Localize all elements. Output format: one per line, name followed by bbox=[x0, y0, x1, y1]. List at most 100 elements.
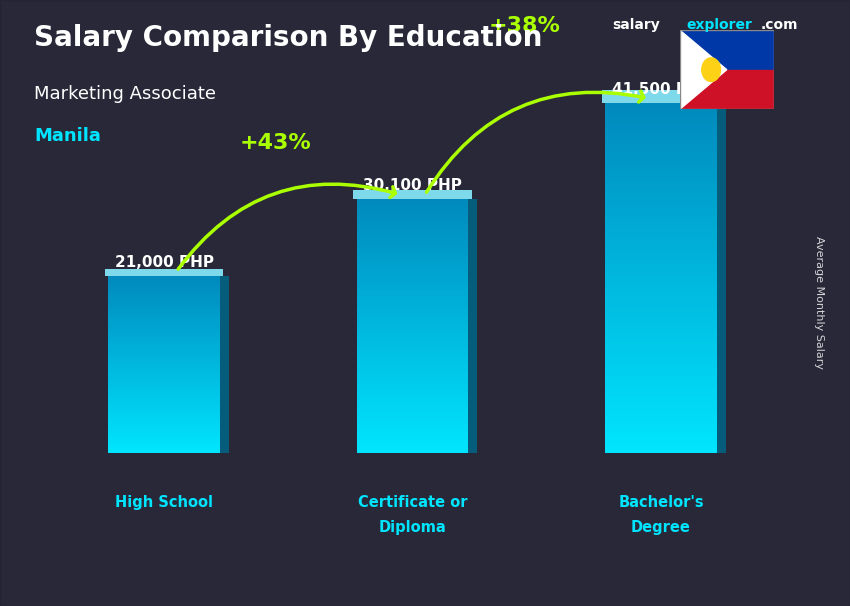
Bar bbox=[605, 113, 717, 117]
Bar bbox=[357, 301, 468, 304]
Bar bbox=[605, 166, 717, 170]
Bar bbox=[108, 426, 220, 428]
Bar bbox=[108, 444, 220, 445]
Bar bbox=[357, 379, 468, 381]
Bar bbox=[357, 217, 468, 219]
Bar bbox=[357, 294, 468, 296]
Bar bbox=[108, 315, 220, 317]
Bar bbox=[605, 414, 717, 418]
Bar bbox=[357, 222, 468, 224]
Bar bbox=[108, 370, 220, 372]
Bar bbox=[357, 335, 468, 338]
Bar bbox=[108, 319, 220, 321]
Bar bbox=[605, 131, 717, 135]
Bar bbox=[605, 195, 717, 198]
Bar bbox=[357, 432, 468, 435]
Bar bbox=[357, 391, 468, 394]
Bar bbox=[605, 184, 717, 187]
Bar bbox=[108, 428, 220, 430]
Bar bbox=[357, 284, 468, 286]
Bar bbox=[357, 204, 468, 207]
Bar bbox=[108, 310, 220, 311]
Bar bbox=[357, 288, 468, 291]
Bar bbox=[108, 411, 220, 413]
Bar bbox=[357, 286, 468, 288]
Bar bbox=[602, 90, 720, 102]
Text: +38%: +38% bbox=[489, 16, 560, 36]
Bar bbox=[357, 368, 468, 371]
Bar bbox=[357, 281, 468, 284]
Bar bbox=[108, 408, 220, 410]
Bar bbox=[357, 361, 468, 363]
Bar bbox=[357, 384, 468, 386]
Bar bbox=[605, 407, 717, 410]
Bar bbox=[605, 142, 717, 145]
Bar bbox=[108, 347, 220, 349]
Bar bbox=[357, 381, 468, 384]
Bar bbox=[605, 446, 717, 449]
Bar bbox=[108, 335, 220, 336]
Bar bbox=[357, 304, 468, 307]
Bar bbox=[108, 329, 220, 331]
Bar bbox=[220, 276, 229, 453]
Bar bbox=[357, 240, 468, 242]
Bar bbox=[108, 362, 220, 364]
Bar bbox=[108, 368, 220, 370]
Bar bbox=[357, 317, 468, 319]
Bar bbox=[605, 442, 717, 446]
Bar bbox=[357, 427, 468, 430]
Bar bbox=[605, 449, 717, 453]
Bar bbox=[108, 283, 220, 285]
Bar bbox=[357, 386, 468, 388]
Bar bbox=[108, 403, 220, 405]
Bar bbox=[108, 399, 220, 401]
Bar bbox=[108, 291, 220, 293]
Bar bbox=[108, 419, 220, 421]
Bar bbox=[605, 301, 717, 304]
Bar bbox=[605, 248, 717, 251]
Bar bbox=[108, 324, 220, 326]
Bar bbox=[108, 406, 220, 408]
Bar bbox=[108, 441, 220, 442]
Bar bbox=[108, 333, 220, 335]
Bar bbox=[357, 322, 468, 325]
Text: +43%: +43% bbox=[240, 133, 312, 153]
Bar bbox=[105, 270, 224, 276]
Bar bbox=[357, 253, 468, 255]
Bar bbox=[357, 425, 468, 427]
Bar bbox=[108, 308, 220, 310]
Bar bbox=[605, 396, 717, 400]
Bar bbox=[357, 388, 468, 391]
Bar bbox=[605, 439, 717, 442]
Bar bbox=[108, 401, 220, 403]
Bar bbox=[108, 435, 220, 437]
Bar bbox=[605, 404, 717, 407]
Bar bbox=[108, 379, 220, 381]
Bar bbox=[357, 325, 468, 327]
Bar bbox=[357, 263, 468, 265]
Bar bbox=[357, 355, 468, 358]
Bar bbox=[108, 313, 220, 315]
Bar bbox=[108, 295, 220, 297]
Bar bbox=[605, 304, 717, 308]
Bar bbox=[357, 230, 468, 232]
Bar bbox=[108, 410, 220, 411]
Bar bbox=[605, 297, 717, 301]
Bar bbox=[605, 138, 717, 142]
Bar bbox=[357, 278, 468, 281]
Bar bbox=[108, 442, 220, 444]
Circle shape bbox=[702, 58, 721, 82]
Bar bbox=[354, 190, 472, 199]
Bar bbox=[357, 209, 468, 211]
Bar bbox=[605, 308, 717, 311]
Bar bbox=[605, 163, 717, 166]
Bar bbox=[357, 307, 468, 309]
Bar bbox=[357, 199, 468, 201]
Bar bbox=[357, 232, 468, 235]
Bar bbox=[680, 70, 774, 109]
Bar bbox=[605, 102, 717, 106]
Bar bbox=[357, 419, 468, 422]
Bar bbox=[605, 230, 717, 233]
Bar bbox=[108, 413, 220, 415]
Bar bbox=[108, 278, 220, 279]
